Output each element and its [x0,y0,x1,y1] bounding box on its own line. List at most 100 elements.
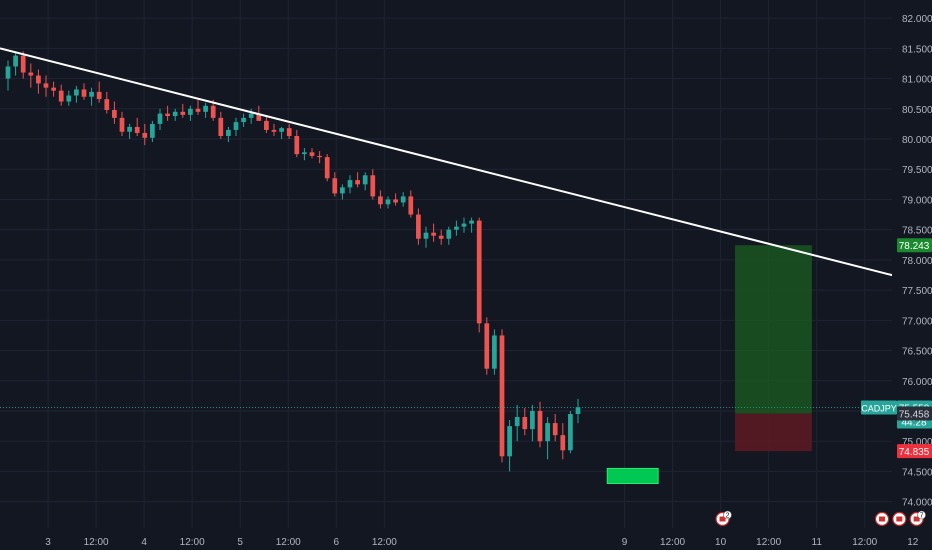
candle [522,407,528,436]
candle [332,172,338,197]
candle [400,192,406,207]
candle-body [150,123,155,138]
candle [74,85,79,103]
time-tick-label: 4 [141,537,147,548]
candle-body [378,196,383,205]
candle-body [195,108,201,112]
candle [233,117,239,136]
candle [127,123,132,140]
candle [226,126,231,143]
candle [36,69,41,94]
candle [5,60,11,91]
candle [13,51,18,76]
candle-body [210,105,216,118]
stop-price-label [897,444,932,459]
candle [507,420,512,472]
time-tick-label: 3 [45,537,51,548]
candle-body [264,120,269,130]
price-tick-label: 81.500 [902,44,932,55]
stop-loss-zone[interactable] [735,413,812,452]
time-tick-label: 10 [715,537,727,548]
candle-body [400,196,406,203]
candle-body [20,55,26,73]
candle [438,229,444,245]
candle [195,99,201,115]
symbol-tag [861,400,897,415]
candle [423,226,429,248]
candle-body [408,196,414,215]
profit-target-zone[interactable] [735,245,812,414]
flag-emblem-icon [896,516,903,522]
candle-body [5,66,11,79]
candle [431,223,436,242]
candle-body [385,199,391,205]
event-marker[interactable]: 7 [909,510,926,527]
candle-body [423,232,429,239]
price-tick-label: 79.000 [902,195,932,206]
candle [552,414,558,442]
candle-body [203,105,208,112]
price-axis-background [892,0,932,550]
candle-body [507,426,512,457]
candle-body [476,220,482,324]
price-axis[interactable]: 73.50074.00074.50075.00075.50076.00076.5… [892,0,932,550]
candle [104,91,110,114]
time-axis[interactable]: 3 12:00 4 12:00 5 12:00 6 12:00 9 12:00 10 12:00 11 1… [0,528,932,550]
candle-body [165,113,170,117]
candle [362,172,368,191]
candle [279,126,284,140]
candle [188,105,193,121]
candle [112,101,117,124]
time-tick-label: 12:00 [852,537,877,548]
candle-body [537,410,543,442]
time-axis-background [0,528,932,550]
candle-body [454,226,459,230]
candle-body [226,129,231,136]
time-tick-label: 11 [812,537,823,548]
candle-body [370,175,376,197]
candle-body [484,323,490,369]
event-marker[interactable] [892,511,907,527]
event-badge-count: 2 [726,513,730,520]
candle-body [180,111,186,115]
candle [294,129,300,158]
event-marker[interactable]: 2 [715,510,732,527]
candle-body [461,223,467,227]
candle [119,111,125,136]
candle-body [58,90,64,102]
candle [476,217,482,333]
candle-body [499,335,505,457]
candle [165,105,170,121]
candle-body [446,229,452,239]
trendline[interactable] [0,47,932,287]
entry-price-value: 75.458 [899,410,930,421]
candle-body [112,110,117,118]
price-tick-label: 82.000 [902,14,932,25]
candle-body [340,187,345,194]
candle [355,172,360,188]
candle [309,148,315,159]
candle-body [309,152,315,156]
price-tick-label: 77.000 [902,316,932,327]
candle-body [514,417,520,427]
candle [43,75,49,97]
candle-body [218,117,224,136]
long-position-tool[interactable] [735,245,812,452]
candle-body [362,175,368,185]
event-marker[interactable] [874,511,890,527]
candle-body [188,108,193,115]
descending-trendline[interactable] [0,47,932,287]
support-box[interactable] [606,467,659,485]
candle [568,410,573,454]
candle-body [347,180,353,188]
price-tick-label: 75.000 [902,437,932,448]
candle-body [317,155,322,158]
candle [150,120,155,143]
candle [96,81,102,103]
candle [469,217,474,233]
candle [499,329,505,463]
candle-body [74,89,79,96]
support-zone[interactable] [606,467,659,485]
